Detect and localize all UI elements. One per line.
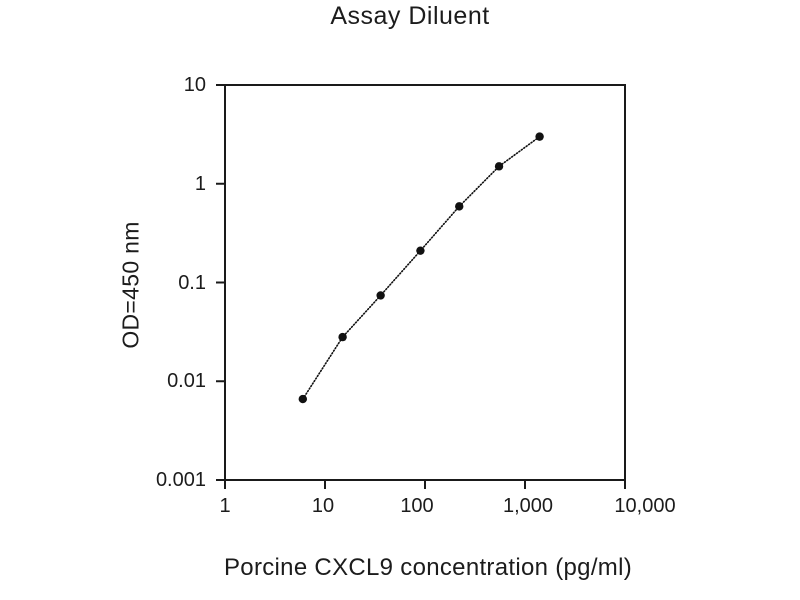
x-tick-label: 100: [400, 495, 434, 517]
chart-title: Assay Diluent: [330, 2, 490, 30]
x-axis-title: Porcine CXCL9 concentration (pg/ml): [223, 554, 633, 581]
data-point-marker: [455, 202, 464, 211]
y-tick-label: 1: [194, 172, 206, 195]
plot-border: [224, 84, 626, 481]
x-tick-label: 1: [219, 495, 231, 517]
data-point-marker: [338, 332, 347, 342]
x-tick-label: 10: [311, 495, 335, 517]
data-point-marker: [376, 291, 385, 300]
y-tick-label: 0.01: [167, 370, 206, 393]
x-tick-label: 10,000: [614, 495, 676, 517]
y-tick-label: 0.001: [155, 469, 206, 491]
data-point-marker: [535, 132, 544, 141]
y-tick-label: 10: [183, 74, 206, 96]
data-point-marker: [298, 394, 308, 404]
data-point-marker: [494, 162, 504, 171]
x-tick-label: 1,000: [502, 495, 554, 517]
y-tick-label: 0.1: [178, 271, 206, 294]
standard-curve-line: [302, 135, 541, 400]
data-point-marker: [416, 246, 425, 255]
